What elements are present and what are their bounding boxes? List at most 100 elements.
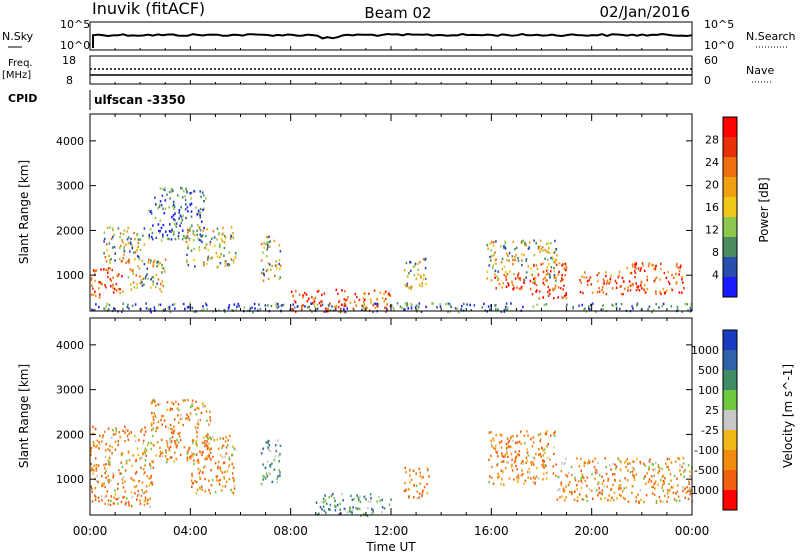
data-cell <box>562 488 565 491</box>
data-cell <box>118 496 120 500</box>
data-cell <box>199 207 202 211</box>
data-cell <box>605 282 608 285</box>
data-cell <box>557 286 560 289</box>
data-cell <box>496 476 499 479</box>
data-cell <box>500 440 503 443</box>
data-cell <box>206 419 208 422</box>
data-cell <box>504 453 507 456</box>
data-cell <box>553 251 556 254</box>
data-cell <box>660 478 662 482</box>
data-cell <box>186 452 189 456</box>
data-cell <box>648 468 650 471</box>
y-tick-label: 2000 <box>56 224 84 237</box>
data-cell <box>423 274 425 277</box>
data-cell <box>436 306 438 309</box>
data-cell <box>585 494 587 497</box>
data-cell <box>561 273 563 277</box>
data-cell <box>209 416 211 419</box>
data-cell <box>185 190 188 193</box>
data-cell <box>195 206 197 209</box>
data-cell <box>542 459 545 462</box>
data-cell <box>501 452 503 455</box>
data-cell <box>688 480 690 483</box>
data-cell <box>491 465 493 469</box>
data-cell <box>134 439 137 443</box>
data-cell <box>94 427 97 431</box>
data-cell <box>676 262 678 266</box>
data-cell <box>118 469 120 472</box>
data-cell <box>145 485 148 488</box>
data-cell <box>140 466 142 470</box>
data-cell <box>220 237 223 240</box>
data-cell <box>202 208 204 212</box>
data-cell <box>689 493 691 496</box>
data-cell <box>92 441 95 444</box>
data-cell <box>169 310 172 313</box>
data-cell <box>334 309 337 312</box>
data-cell <box>275 449 278 453</box>
data-cell <box>494 259 496 262</box>
data-cell <box>185 417 187 420</box>
data-cell <box>546 445 548 448</box>
colorbar-swatch <box>723 137 737 158</box>
data-cell <box>490 279 493 282</box>
data-cell <box>289 308 291 312</box>
data-cell <box>159 231 161 234</box>
data-cell <box>191 485 193 488</box>
data-cell <box>145 302 147 305</box>
data-cell <box>413 496 415 499</box>
data-cell <box>322 505 325 508</box>
data-cell <box>264 304 267 307</box>
data-cell <box>578 464 581 468</box>
data-cell <box>323 292 326 295</box>
data-cell <box>208 454 211 458</box>
data-cell <box>197 237 199 240</box>
data-cell <box>95 467 98 470</box>
data-cell <box>384 290 387 293</box>
data-cell <box>181 238 184 241</box>
data-cell <box>124 425 126 428</box>
data-cell <box>122 476 125 479</box>
data-cell <box>136 494 139 497</box>
data-cell <box>308 305 310 309</box>
data-cell <box>410 304 413 307</box>
data-cell <box>119 435 121 439</box>
data-cell <box>677 456 679 460</box>
data-cell <box>534 276 536 280</box>
data-cell <box>223 254 225 257</box>
data-cell <box>203 263 205 267</box>
data-cell <box>155 273 158 276</box>
data-cell <box>259 308 262 311</box>
data-cell <box>164 455 167 458</box>
colorbar-swatch <box>723 370 737 391</box>
data-cell <box>404 302 407 305</box>
data-cell <box>269 464 271 467</box>
data-cell <box>619 483 622 487</box>
data-cell <box>228 251 231 254</box>
data-cell <box>655 303 657 306</box>
data-cell <box>566 303 568 306</box>
data-cell <box>506 437 509 440</box>
data-cell <box>555 259 558 262</box>
data-cell <box>182 214 184 217</box>
data-cell <box>191 224 193 227</box>
data-cell <box>142 439 145 442</box>
data-cell <box>607 477 610 481</box>
data-cell <box>201 240 203 244</box>
data-cell <box>643 462 645 465</box>
data-cell <box>186 450 189 454</box>
data-cell <box>674 460 677 463</box>
data-cell <box>117 502 119 505</box>
data-cell <box>595 471 597 475</box>
data-cell <box>506 258 508 262</box>
data-cell <box>660 292 662 296</box>
data-cell <box>591 291 594 294</box>
data-cell <box>507 441 510 444</box>
data-cell <box>681 278 683 281</box>
data-cell <box>653 482 656 486</box>
data-cell <box>633 269 636 273</box>
velocity-ylabel: Slant Range [km] <box>17 364 31 468</box>
data-cell <box>612 498 615 502</box>
data-cell <box>607 479 609 482</box>
data-cell <box>225 446 228 449</box>
